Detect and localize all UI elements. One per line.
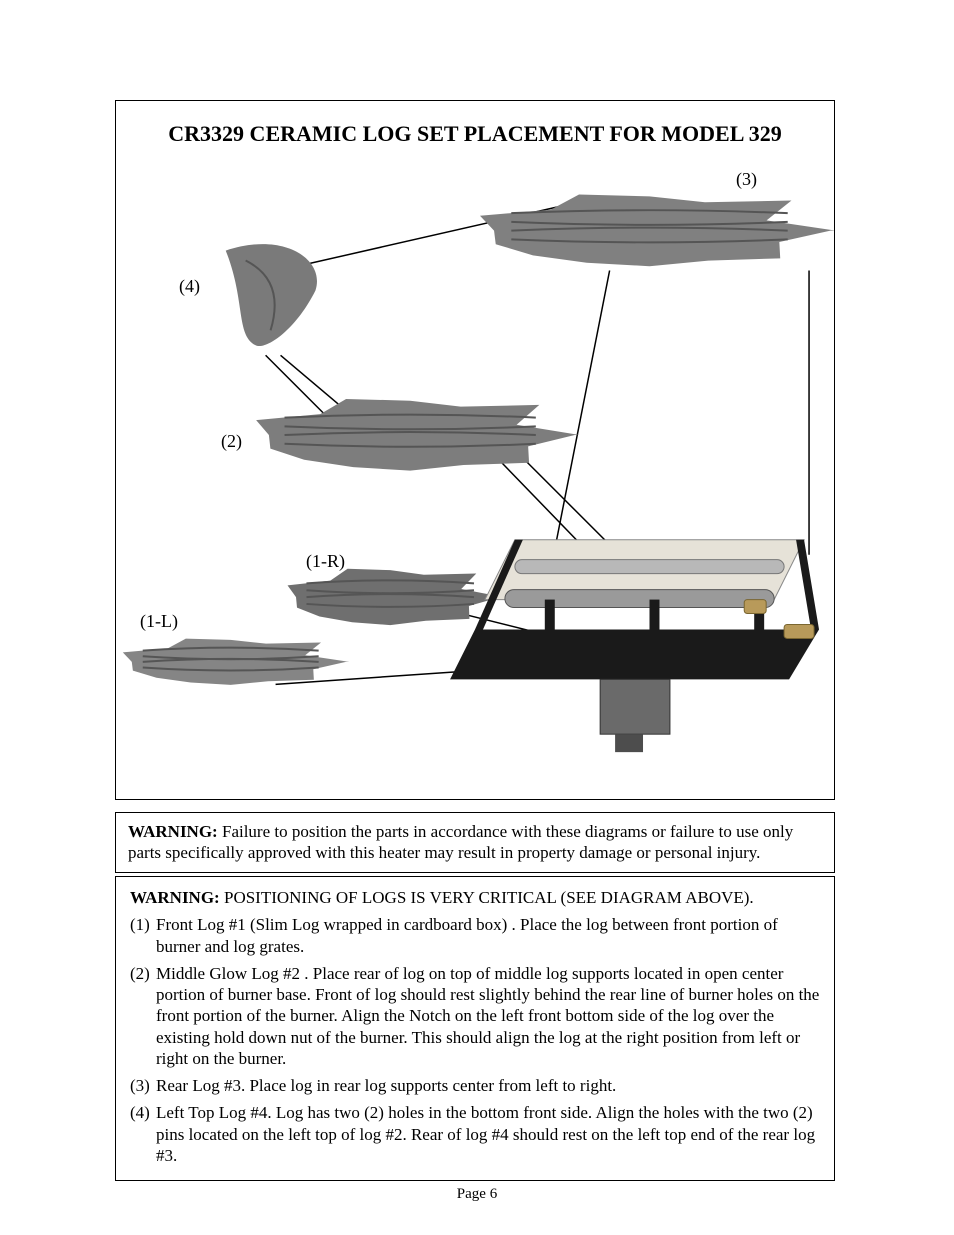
callout-1l: (1-L) xyxy=(140,611,178,632)
burner-assembly xyxy=(450,540,819,752)
instructions-list: (1)Front Log #1 (Slim Log wrapped in car… xyxy=(130,914,820,1166)
instruction-text: Rear Log #3. Place log in rear log suppo… xyxy=(156,1075,820,1096)
page: CR3329 CERAMIC LOG SET PLACEMENT FOR MOD… xyxy=(0,0,954,1235)
warning-2-label: WARNING: xyxy=(130,888,220,907)
callout-2: (2) xyxy=(221,431,242,452)
warning-box-1: WARNING: Failure to position the parts i… xyxy=(115,812,835,873)
log-4-left-top xyxy=(226,244,317,346)
diagram-box: CR3329 CERAMIC LOG SET PLACEMENT FOR MOD… xyxy=(115,100,835,800)
instruction-number: (3) xyxy=(130,1075,156,1096)
callout-4: (4) xyxy=(179,276,200,297)
instruction-item: (4)Left Top Log #4. Log has two (2) hole… xyxy=(130,1102,820,1166)
callout-1r: (1-R) xyxy=(306,551,345,572)
instruction-item: (2)Middle Glow Log #2 . Place rear of lo… xyxy=(130,963,820,1069)
instruction-text: Front Log #1 (Slim Log wrapped in cardbo… xyxy=(156,914,820,957)
warning-2-heading: POSITIONING OF LOGS IS VERY CRITICAL (SE… xyxy=(220,888,754,907)
instruction-item: (3)Rear Log #3. Place log in rear log su… xyxy=(130,1075,820,1096)
warning-1-label: WARNING: xyxy=(128,822,218,841)
callout-3: (3) xyxy=(736,169,757,190)
warning-1-text: Failure to position the parts in accorda… xyxy=(128,822,793,862)
page-footer: Page 6 xyxy=(0,1186,954,1203)
warning-box-2: WARNING: POSITIONING OF LOGS IS VERY CRI… xyxy=(115,876,835,1181)
log-1l-front xyxy=(123,639,350,685)
instruction-number: (1) xyxy=(130,914,156,957)
instruction-item: (1)Front Log #1 (Slim Log wrapped in car… xyxy=(130,914,820,957)
instruction-text: Middle Glow Log #2 . Place rear of log o… xyxy=(156,963,820,1069)
instruction-number: (4) xyxy=(130,1102,156,1166)
log-3-rear xyxy=(480,195,834,267)
warning-2-heading-row: WARNING: POSITIONING OF LOGS IS VERY CRI… xyxy=(130,887,820,908)
instruction-number: (2) xyxy=(130,963,156,1069)
instruction-text: Left Top Log #4. Log has two (2) holes i… xyxy=(156,1102,820,1166)
log-2-middle xyxy=(256,399,579,471)
